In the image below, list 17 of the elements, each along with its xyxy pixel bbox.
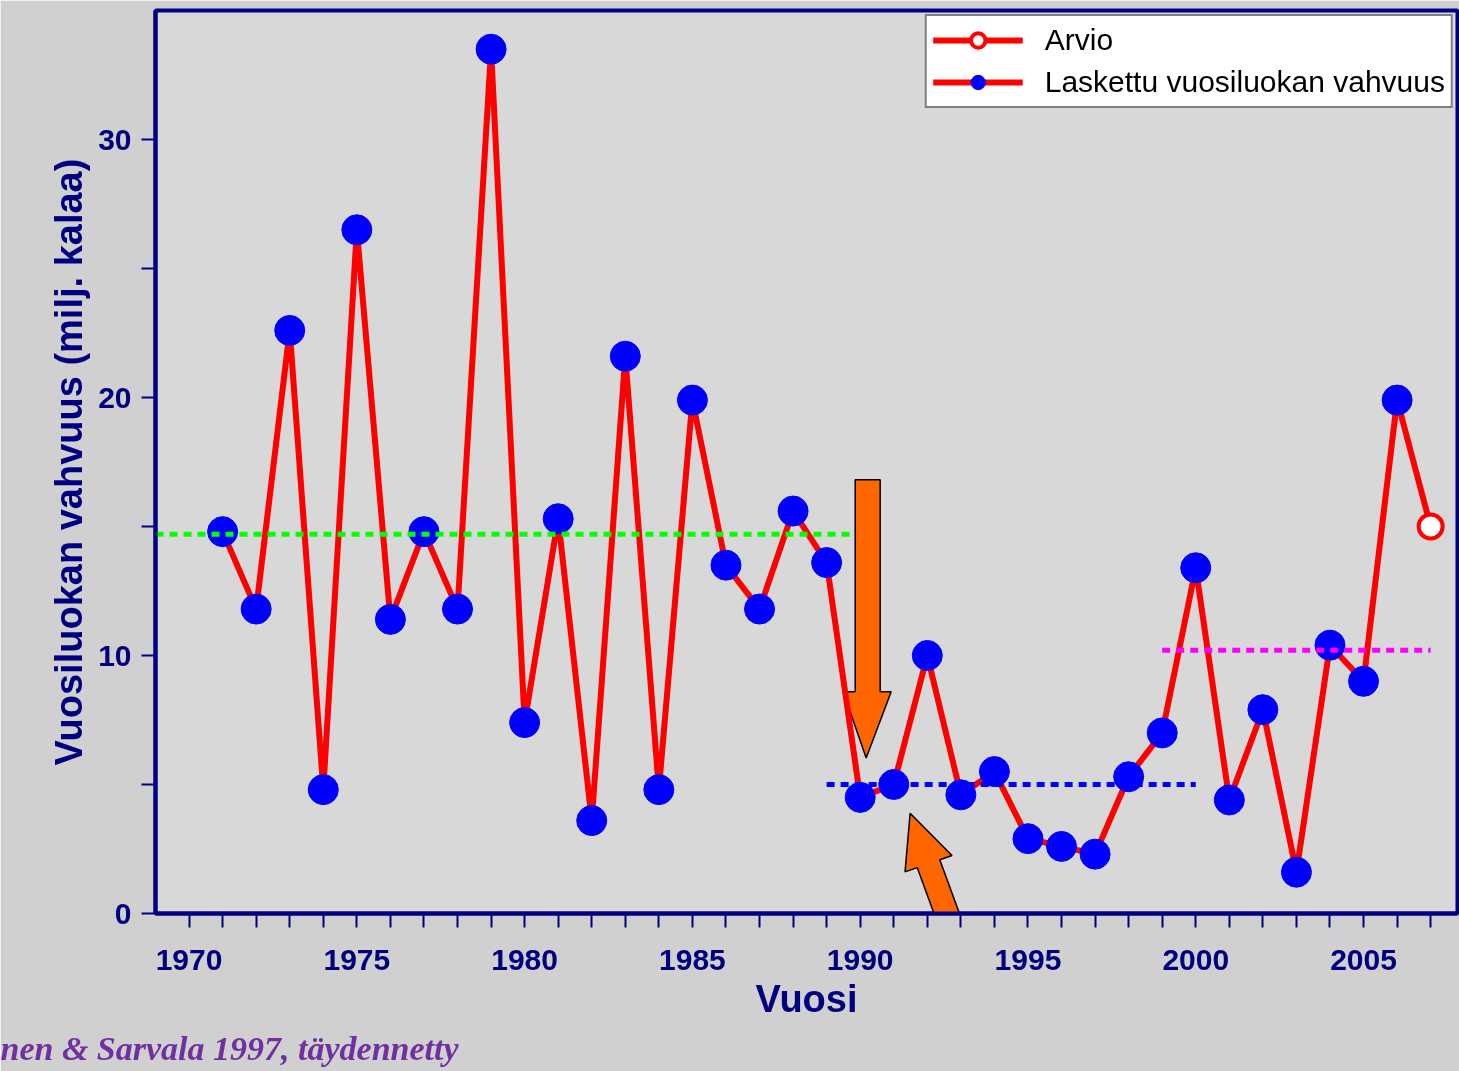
x-tick-label: 2005 — [1330, 942, 1397, 976]
y-axis-title: Vuosiluokan vahvuus (milj. kalaa) — [48, 158, 91, 766]
x-tick-label: 1975 — [323, 942, 391, 976]
legend-label: Arvio — [1044, 23, 1114, 57]
y-tick-label: 10 — [98, 638, 132, 672]
legend-label: Laskettu vuosiluokan vahvuus — [1044, 65, 1445, 99]
x-tick-label: 1970 — [155, 942, 223, 976]
x-tick-label: 1980 — [491, 942, 558, 976]
x-tick-label: 2000 — [1162, 942, 1230, 976]
y-tick-label: 30 — [98, 122, 132, 156]
x-axis-title: Vuosi — [755, 977, 858, 1020]
x-tick-label: 1985 — [659, 942, 726, 976]
y-tick-label: 0 — [114, 896, 132, 930]
x-tick-label: 1995 — [994, 942, 1062, 976]
x-tick-label: 1990 — [826, 942, 894, 976]
text: nen & Sarvala 1997, täydennetty — [0, 1029, 460, 1067]
y-tick-label: 20 — [98, 380, 132, 414]
